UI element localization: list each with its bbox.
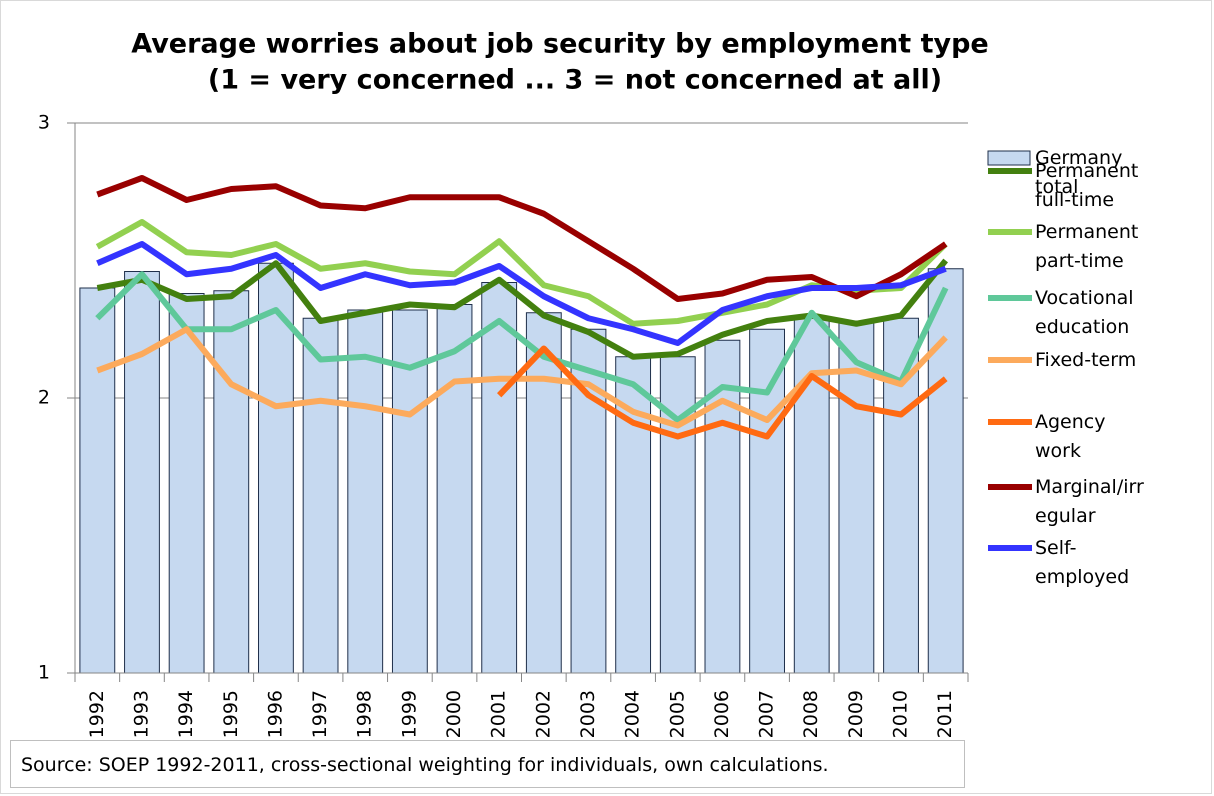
x-tick-label: 2006 xyxy=(711,690,733,738)
x-tick-label: 2010 xyxy=(890,690,912,738)
bar xyxy=(168,293,205,674)
series-line xyxy=(497,345,948,440)
series-line xyxy=(95,271,949,423)
bar xyxy=(659,356,696,674)
y-tick-label: 2 xyxy=(38,387,50,409)
bar xyxy=(525,312,562,674)
legend-label: Germany total xyxy=(1035,147,1123,198)
bar xyxy=(927,268,964,674)
x-tick-label: 2011 xyxy=(934,690,956,738)
x-tick-label: 2004 xyxy=(622,690,644,738)
bar xyxy=(79,287,116,674)
x-tick-label: 1994 xyxy=(175,690,197,738)
y-tick-label: 3 xyxy=(38,112,50,134)
x-tick-label: 2008 xyxy=(800,690,822,738)
legend-label: Permanent part-time xyxy=(1035,221,1139,272)
series-line xyxy=(96,258,949,360)
legend-label: Permanent full-time xyxy=(1035,160,1139,211)
x-tick-label: 2001 xyxy=(488,690,510,738)
series-line xyxy=(96,241,947,346)
bar xyxy=(481,282,518,674)
x-tick-label: 2000 xyxy=(443,690,465,738)
legend-label: Fixed-term xyxy=(1035,349,1137,371)
x-tick-label: 1996 xyxy=(264,690,286,738)
bar xyxy=(302,317,339,674)
series-line xyxy=(96,175,948,302)
x-tick-label: 2007 xyxy=(756,690,778,738)
bar xyxy=(124,271,160,674)
legend-label: Marginal/irregular xyxy=(1035,476,1144,527)
legend-label: Self-employed xyxy=(1035,537,1130,588)
x-tick-label: 1998 xyxy=(354,690,376,738)
legend-label: Vocational education xyxy=(1035,287,1134,338)
x-tick-label: 2009 xyxy=(845,690,867,738)
legend-label: Agency work xyxy=(1035,411,1106,462)
y-tick-label: 1 xyxy=(38,662,50,684)
x-tick-label: 2005 xyxy=(666,690,688,738)
x-tick-label: 1992 xyxy=(86,690,108,738)
legend-swatch xyxy=(987,150,1031,166)
source-note: Source: SOEP 1992-2011, cross-sectional … xyxy=(10,740,965,788)
x-tick-label: 1997 xyxy=(309,690,331,738)
bar xyxy=(838,320,875,674)
chart-subtitle: (1 = very concerned ... 3 = not concerne… xyxy=(208,65,942,96)
x-tick-label: 1995 xyxy=(220,690,242,738)
x-tick-label: 2002 xyxy=(532,690,554,738)
bar xyxy=(213,290,250,674)
bar xyxy=(258,262,294,674)
x-tick-label: 1993 xyxy=(130,690,152,738)
bar xyxy=(436,304,473,674)
x-tick-label: 2003 xyxy=(577,690,599,738)
bar xyxy=(749,328,785,674)
bar xyxy=(347,309,384,674)
chart-title: Average worries about job security by em… xyxy=(131,29,988,60)
x-tick-label: 1999 xyxy=(398,690,420,738)
